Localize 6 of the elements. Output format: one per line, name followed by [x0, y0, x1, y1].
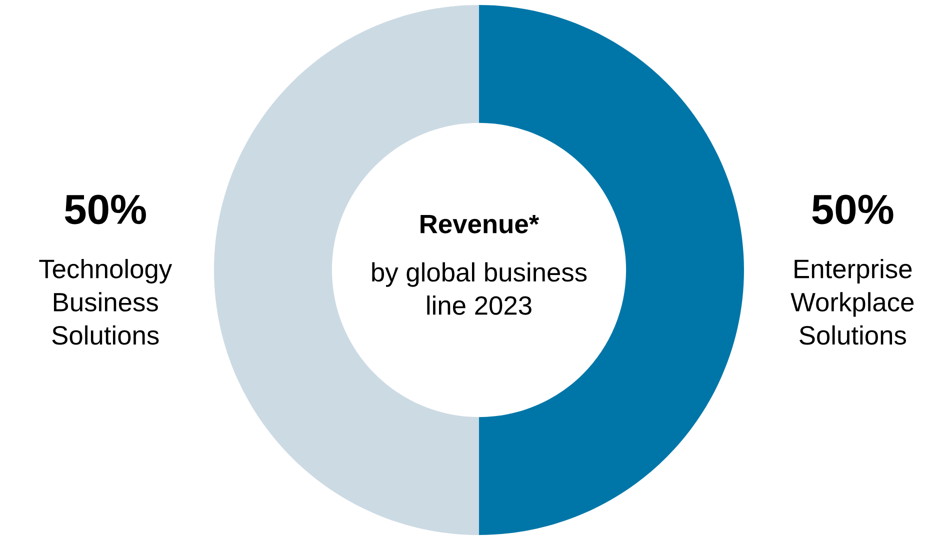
text: by global business line 2023: [372, 262, 587, 315]
data-label: 50%: [812, 194, 894, 224]
slice-label: Enterprise Workplace Solutions: [790, 258, 914, 345]
text: Revenue*: [420, 214, 540, 234]
slice-label: Technology Business Solutions: [39, 258, 172, 345]
data-label: 50%: [64, 194, 146, 224]
